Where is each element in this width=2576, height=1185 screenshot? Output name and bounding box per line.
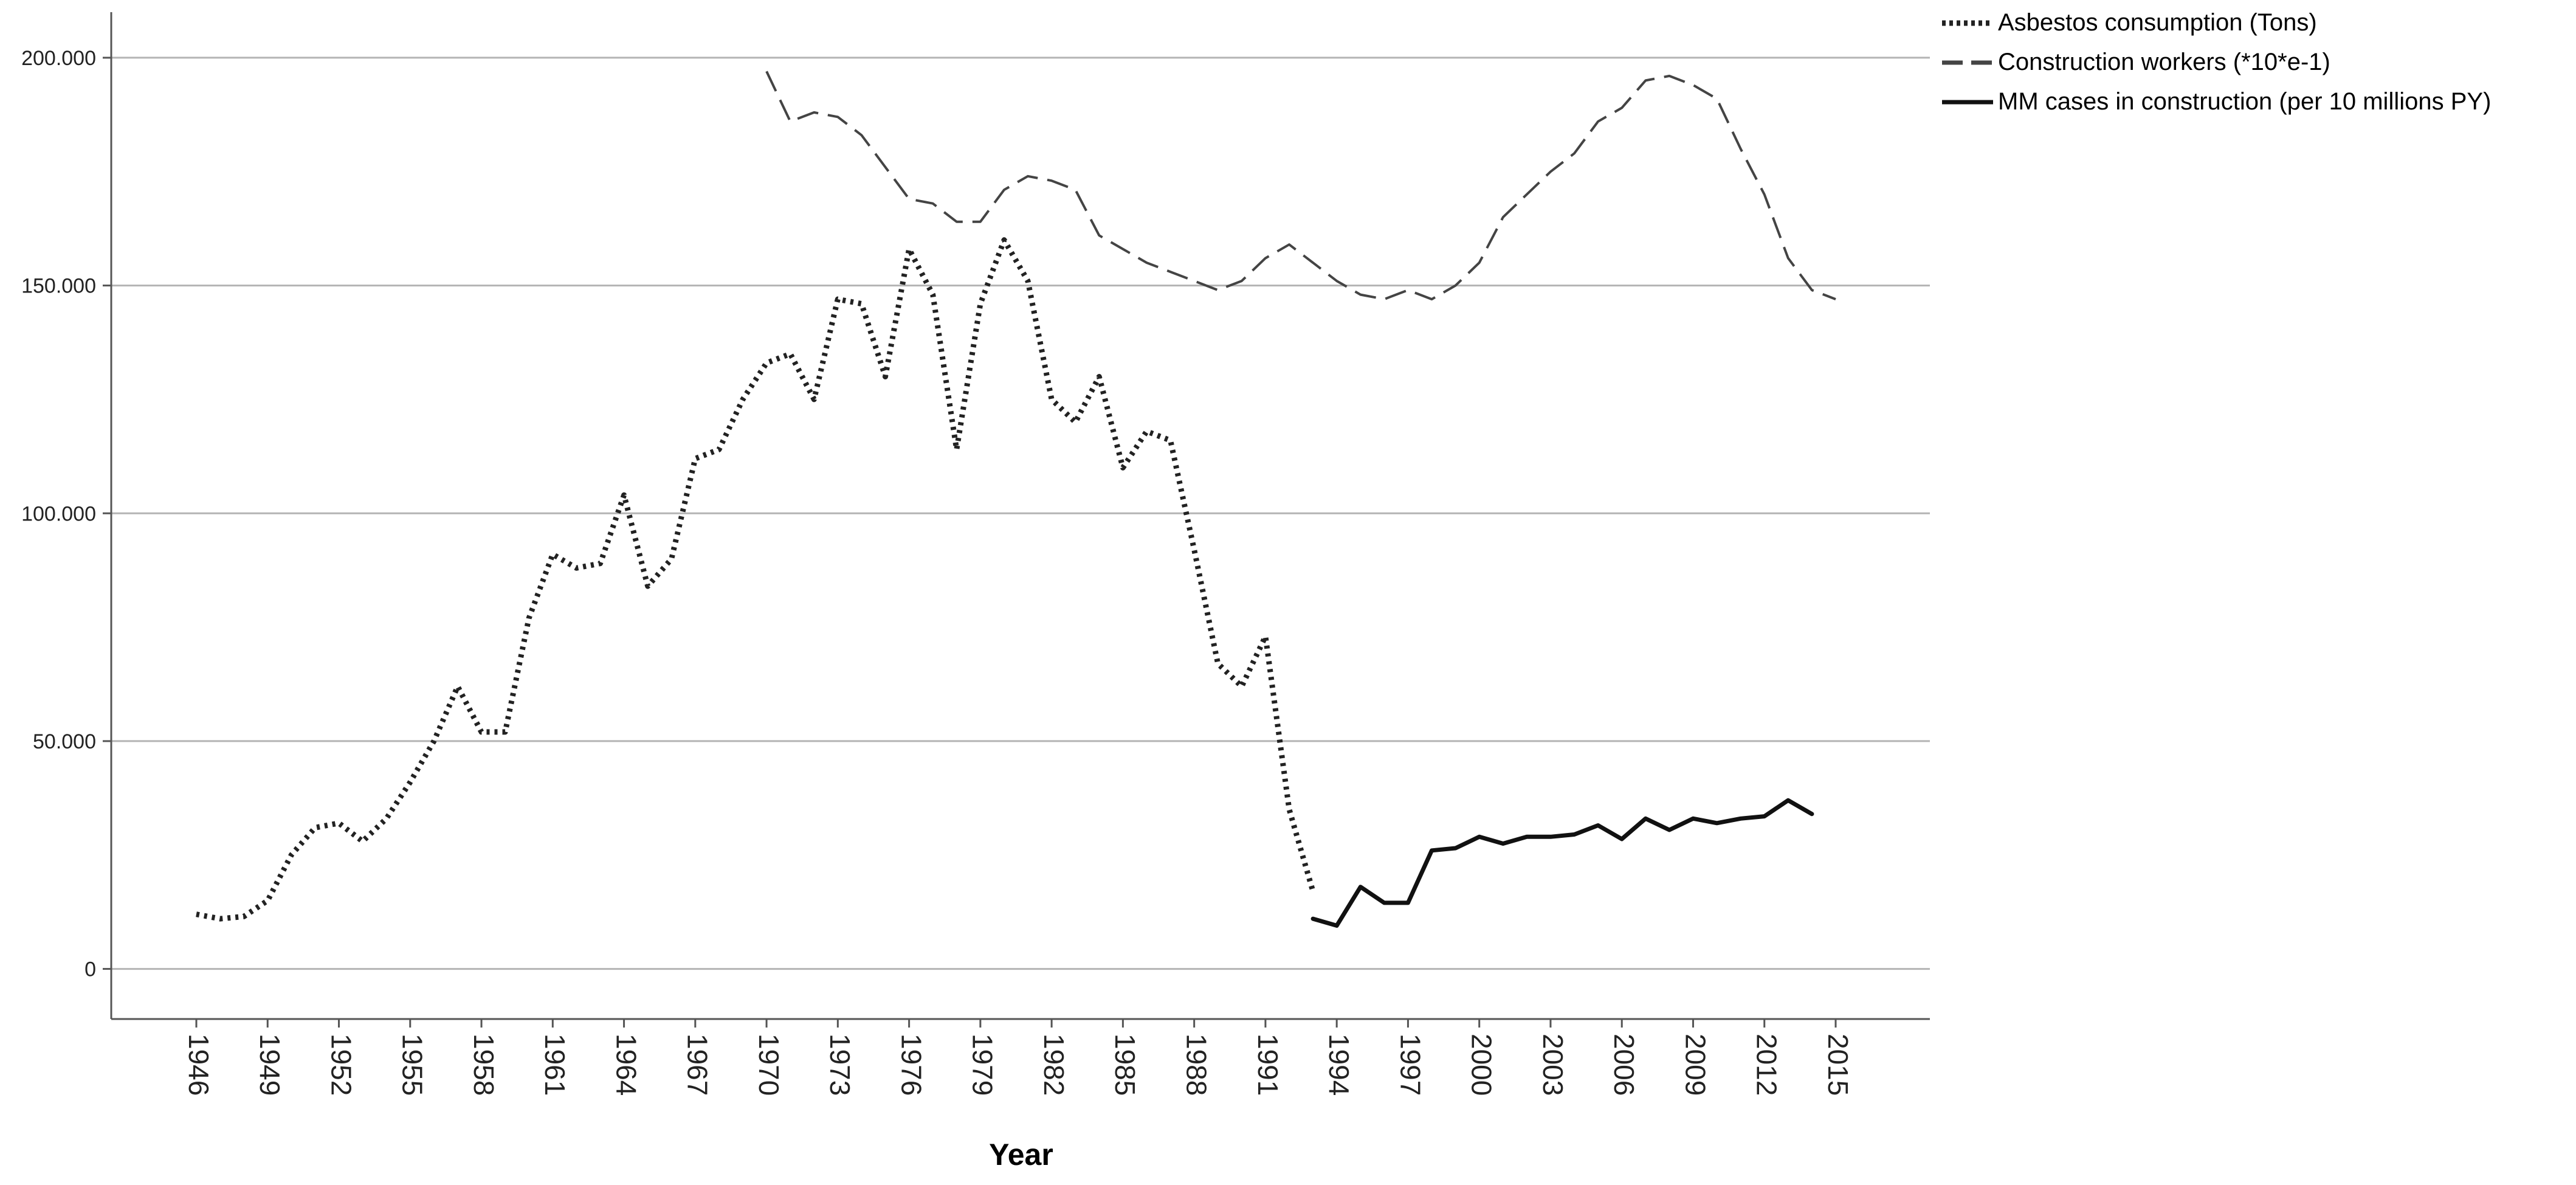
x-tick-label: 1955 (397, 1034, 429, 1096)
x-tick-labels: 1946 1949 1952 1955 1958 1961 1964 1967 1970 1973… (183, 1019, 1854, 1096)
data-series (196, 71, 1836, 928)
x-tick-label: 2012 (1751, 1034, 1783, 1096)
axes (110, 12, 1930, 1020)
legend-label: MM cases in construction (per 10 million… (1998, 88, 2491, 115)
series-line-dashed (765, 71, 1836, 301)
x-tick-label: 1958 (468, 1034, 500, 1096)
x-tick-label: 1970 (753, 1034, 785, 1096)
y-tick-label: 50.000 (33, 730, 96, 753)
x-tick-label: 2003 (1537, 1034, 1569, 1096)
x-tick-label: 1964 (610, 1034, 642, 1096)
x-tick-label: 1991 (1252, 1034, 1284, 1096)
x-tick-label: 2000 (1466, 1034, 1498, 1096)
x-tick-label: 1985 (1109, 1034, 1141, 1096)
x-tick-label: 2015 (1822, 1034, 1854, 1096)
x-tick-label: 1967 (682, 1034, 714, 1096)
legend-label: Asbestos consumption (Tons) (1998, 9, 2317, 36)
gridlines (111, 57, 1930, 970)
x-tick-label: 1982 (1038, 1034, 1070, 1096)
x-tick-label: 2006 (1608, 1034, 1640, 1096)
x-tick-label: 1949 (254, 1034, 286, 1096)
y-tick-label: 200.000 (21, 47, 96, 70)
x-tick-label: 1946 (183, 1034, 215, 1096)
legend-label: Construction workers (*10*e-1) (1998, 49, 2330, 75)
x-tick-label: 1979 (967, 1034, 999, 1096)
legend: Asbestos consumption (Tons) Construction … (1942, 9, 2491, 115)
x-tick-label: 1961 (539, 1034, 571, 1096)
y-tick-label: 100.000 (21, 502, 96, 525)
series-line-dotted (196, 237, 1316, 922)
series-line-solid (1310, 798, 1814, 928)
y-tick-label: 0 (84, 958, 96, 981)
y-tick-labels: 0 50.000 100.000 150.000 200.000 (21, 47, 111, 981)
x-tick-label: 1994 (1323, 1034, 1355, 1096)
x-tick-label: 1997 (1394, 1034, 1426, 1096)
x-tick-label: 2009 (1679, 1034, 1711, 1096)
y-tick-label: 150.000 (21, 275, 96, 298)
x-tick-label: 1973 (824, 1034, 856, 1096)
x-tick-label: 1952 (325, 1034, 357, 1096)
x-tick-label: 1988 (1180, 1034, 1212, 1096)
x-axis-title: Year (989, 1138, 1053, 1172)
x-tick-label: 1976 (895, 1034, 927, 1096)
